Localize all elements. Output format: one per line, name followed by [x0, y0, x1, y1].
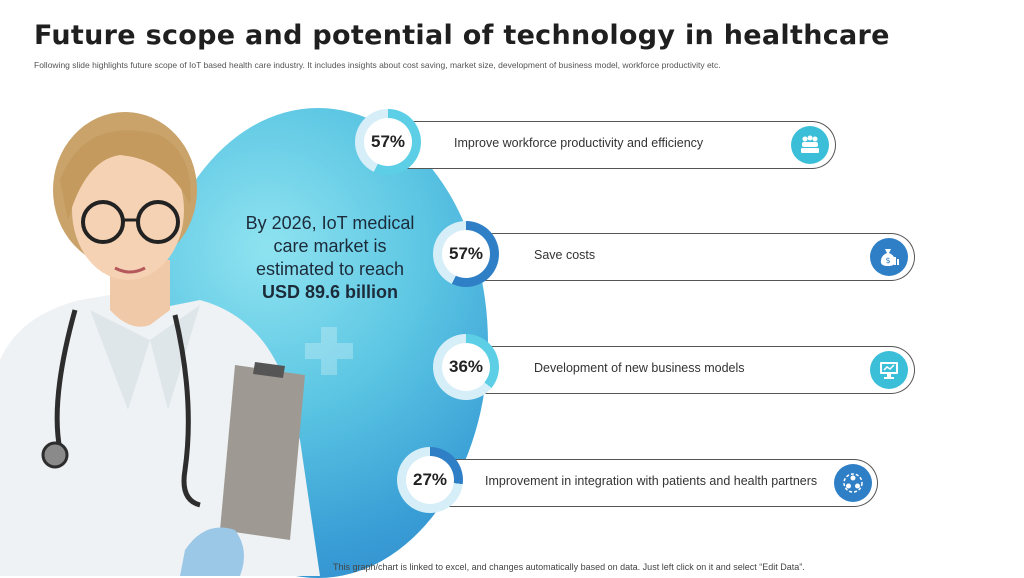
- item-pill-4: [427, 459, 878, 507]
- doctor-image: [0, 112, 320, 576]
- item-text-3: Development of new business models: [534, 361, 745, 375]
- percent-label-2: 57%: [442, 230, 490, 278]
- item-row-4: 27% Improvement in integration with pati…: [397, 447, 882, 513]
- headline-line-2: care market is: [273, 236, 387, 256]
- headline-value: USD 89.6 billion: [261, 282, 399, 302]
- percent-ring-3: 36%: [433, 334, 499, 400]
- percent-label-4: 27%: [406, 456, 454, 504]
- slide-subtitle: Following slide highlights future scope …: [34, 60, 721, 70]
- percent-ring-1: 57%: [355, 109, 421, 175]
- item-row-3: 36% Development of new business models: [433, 334, 918, 400]
- svg-text:$: $: [885, 256, 890, 265]
- percent-label-1: 57%: [364, 118, 412, 166]
- item-pill-1: [385, 121, 836, 169]
- team-icon: [791, 126, 829, 164]
- item-row-1: 57% Improve workforce productivity and e…: [355, 109, 840, 175]
- headline-line-1: By 2026, IoT medical: [245, 213, 415, 233]
- item-text-4: Improvement in integration with patients…: [485, 474, 818, 488]
- money-bag-icon: $: [870, 238, 908, 276]
- percent-label-3: 36%: [442, 343, 490, 391]
- item-pill-3: [463, 346, 915, 394]
- item-text-2: Save costs: [534, 248, 596, 262]
- percent-ring-2: 57%: [433, 221, 499, 287]
- medical-cross-icon: [305, 327, 353, 375]
- market-headline: By 2026, IoT medical care market is esti…: [220, 212, 440, 304]
- item-pill-2: [463, 233, 915, 281]
- slide-title: Future scope and potential of technology…: [34, 20, 890, 51]
- network-icon: [834, 464, 872, 502]
- footer-note: This graph/chart is linked to excel, and…: [333, 562, 805, 572]
- item-text-1: Improve workforce productivity and effic…: [454, 136, 704, 150]
- item-row-2: 57% Save costs $: [433, 221, 918, 287]
- headline-line-3: estimated to reach: [255, 259, 405, 279]
- monitor-icon: [870, 351, 908, 389]
- percent-ring-4: 27%: [397, 447, 463, 513]
